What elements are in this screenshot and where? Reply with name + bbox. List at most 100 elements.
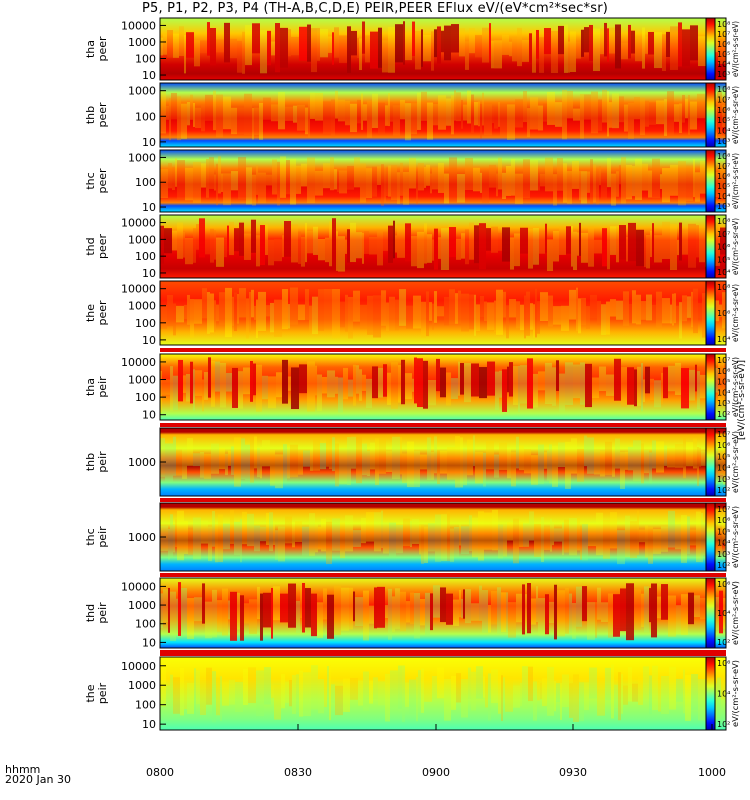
spectrogram-column	[178, 582, 181, 636]
spectrogram-column	[373, 295, 381, 338]
spectrogram-column	[216, 304, 219, 322]
panel-frame	[159, 17, 727, 81]
spectrogram-column	[360, 163, 366, 203]
spectrogram-column	[459, 522, 461, 546]
spectrogram-column	[657, 596, 661, 619]
spectrogram-column	[479, 585, 482, 621]
spectrogram-column	[492, 509, 498, 551]
y-tick-label: 10	[142, 136, 156, 149]
spectrogram-column	[232, 367, 238, 408]
spectrogram-column	[450, 528, 454, 562]
spectrogram-column	[374, 587, 377, 629]
spectrogram-column	[610, 226, 616, 255]
spectrogram-column	[350, 677, 358, 700]
spectrogram-column	[492, 107, 494, 124]
spectrogram-column	[370, 31, 378, 69]
spectrogram-column	[652, 304, 656, 323]
spectrogram-column	[691, 674, 698, 710]
spectrogram-column	[230, 591, 237, 641]
spectrogram-column	[641, 593, 644, 628]
spectrogram-column	[593, 164, 596, 203]
spectrogram-column	[495, 371, 499, 411]
spectrogram-column	[645, 366, 650, 394]
spectrogram-column	[649, 102, 656, 125]
colorbar-tick-label: 10⁴	[717, 268, 730, 277]
spectrogram-column	[345, 515, 353, 552]
spectrogram-column	[433, 585, 440, 618]
spectrogram-column	[311, 665, 318, 710]
spectrogram-column	[489, 23, 491, 61]
spectrogram-column	[230, 38, 237, 59]
spectrogram-column	[417, 92, 421, 130]
spectrogram-column	[471, 363, 479, 397]
spectrogram-column	[391, 362, 398, 409]
spectrogram-column	[264, 667, 271, 705]
colorbar-tick-label: 10⁶	[717, 309, 730, 318]
spectrogram-column	[424, 526, 428, 564]
spectrogram-column	[502, 227, 510, 262]
spectrogram-column	[565, 362, 573, 405]
spectrogram-column	[383, 522, 389, 554]
spectrogram-column	[616, 225, 619, 263]
spectrogram-column	[172, 167, 175, 191]
spectrogram-column	[593, 28, 600, 72]
spectrogram-column	[347, 26, 351, 73]
colorbar-tick-label: 10⁷	[717, 505, 730, 514]
spectrogram-column	[412, 21, 415, 57]
spectrogram-column	[607, 158, 611, 188]
panel-frame	[159, 214, 727, 279]
spectrogram-column	[451, 24, 459, 53]
spectrogram-column	[389, 296, 395, 331]
spectrogram-column	[309, 513, 315, 556]
spectrogram-column	[572, 603, 576, 639]
spectrogram-column	[652, 440, 656, 469]
spectrogram-column	[229, 679, 235, 705]
spectrogram-column	[207, 22, 210, 56]
spectrogram-column	[258, 172, 266, 204]
spectrogram-column	[295, 521, 302, 542]
spectrogram-column	[224, 22, 230, 63]
spectrogram-column	[383, 232, 388, 251]
spectrogram-column	[348, 296, 353, 339]
spectrogram-column	[527, 108, 530, 138]
spectrogram-column	[670, 304, 672, 324]
spectrogram-column	[388, 165, 391, 197]
spectrogram-column	[700, 597, 707, 620]
y-axis-label: thbpeir	[84, 451, 109, 473]
y-tick-label: 100	[135, 53, 156, 66]
spectrogram-column	[183, 375, 186, 393]
spectrogram-column	[282, 359, 288, 404]
spectrogram-column	[272, 159, 277, 195]
spectrogram-column	[594, 239, 602, 254]
spectrogram-column	[421, 524, 424, 564]
spectrogram-column	[697, 371, 700, 410]
colorbar	[705, 214, 716, 279]
spectrogram-column	[182, 447, 187, 479]
spectrogram-column	[682, 231, 688, 255]
spectrogram-column	[362, 443, 367, 476]
spectrogram-column	[682, 295, 687, 322]
colorbar-tick-label: 10³	[717, 550, 730, 559]
spectrogram-column	[494, 107, 498, 129]
spectrogram-column	[650, 230, 652, 258]
spectrogram-column	[464, 363, 471, 403]
spectrogram-column	[354, 157, 360, 188]
spectrogram-column	[467, 439, 473, 476]
spectrogram-column	[553, 306, 561, 325]
spectrogram-column	[649, 452, 652, 484]
spectrogram-column	[254, 107, 259, 135]
spectrogram-column	[498, 157, 502, 190]
spectrogram-column	[184, 682, 187, 710]
spectrogram-column	[259, 102, 263, 140]
spectrogram-column	[554, 680, 556, 712]
spectrogram-column	[552, 367, 556, 406]
spectrogram-column	[277, 161, 280, 206]
spectrogram-column	[484, 512, 492, 550]
spectrogram-column	[388, 225, 393, 263]
y-axis-label: thdpeir	[84, 602, 109, 624]
spectrogram-column	[271, 685, 274, 698]
y-tick-label: 10000	[121, 660, 156, 673]
spectrogram-column	[339, 170, 347, 194]
spectrogram-column	[697, 447, 699, 486]
